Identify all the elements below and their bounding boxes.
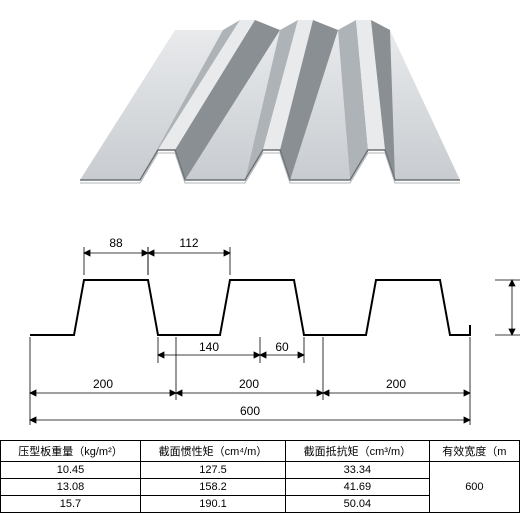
col-inertia: 截面惯性矩（cm⁴/m） [140,441,285,462]
properties-table: 压型板重量（kg/m²） 截面惯性矩（cm⁴/m） 截面抵抗矩（cm³/m） 有… [0,440,520,520]
dim-60: 60 [275,340,289,354]
profile-2d-drawing: 88 112 140 60 [0,225,520,440]
col-section: 截面抵抗矩（cm³/m） [286,441,430,462]
dim-600: 600 [240,404,260,418]
dim-200a: 200 [93,377,113,391]
dim-88: 88 [109,236,123,250]
deck-3d-render [80,0,460,210]
dim-112: 112 [179,236,198,250]
col-weight: 压型板重量（kg/m²） [1,441,141,462]
table-header-row: 压型板重量（kg/m²） 截面惯性矩（cm⁴/m） 截面抵抗矩（cm³/m） 有… [1,441,520,462]
table-row: 10.45 127.5 33.34 600 [1,462,520,479]
dim-200c: 200 [386,377,406,391]
effective-width-cell: 600 [429,462,519,513]
dim-140: 140 [199,340,219,354]
dim-200b: 200 [239,377,259,391]
col-width: 有效宽度（m [429,441,519,462]
